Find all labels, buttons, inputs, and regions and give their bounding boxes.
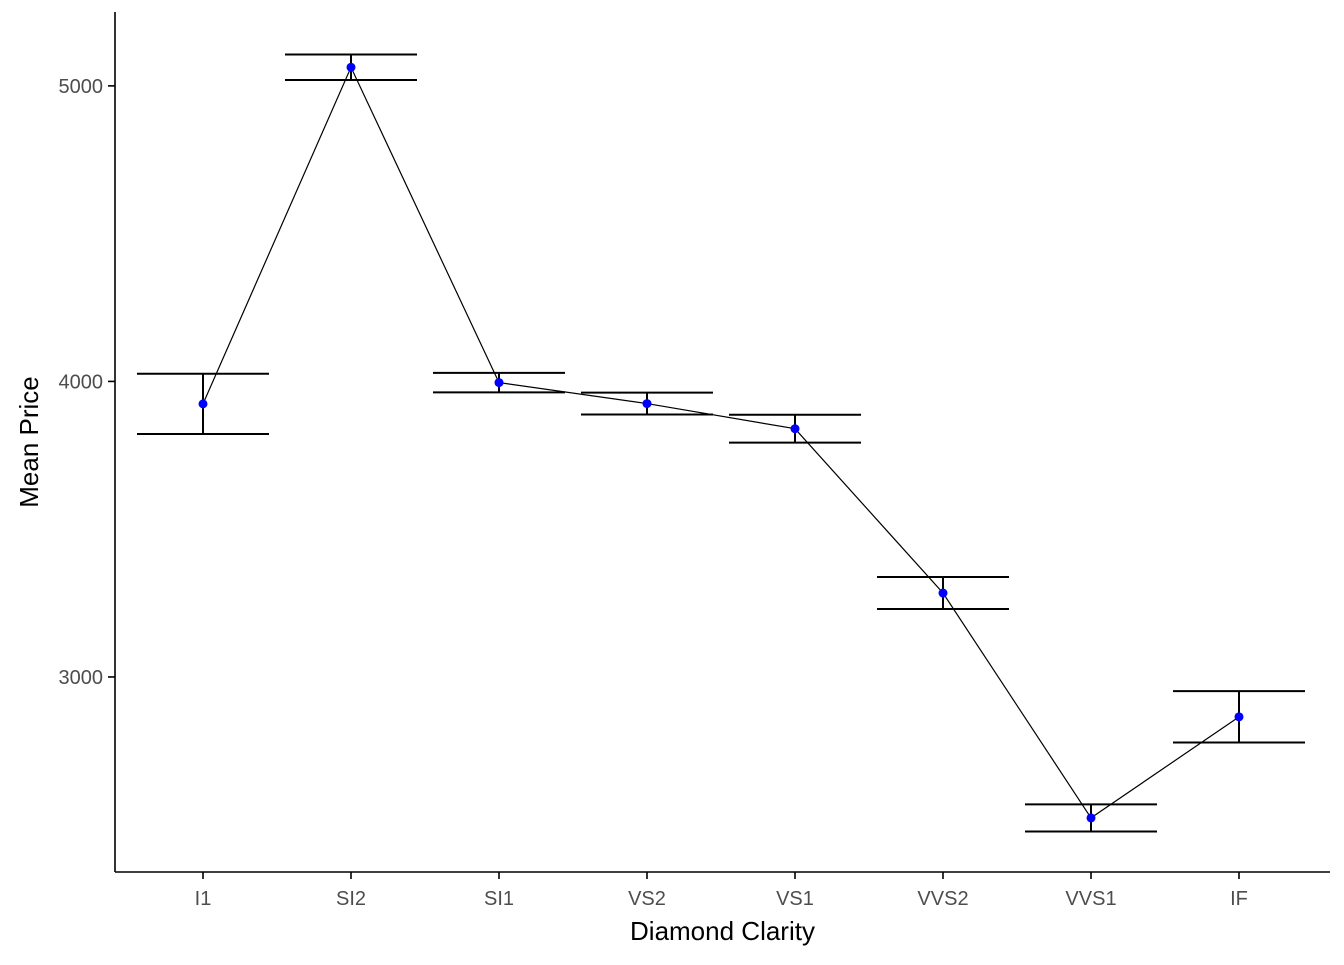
data-point (1234, 712, 1244, 722)
y-axis-ticks: 3000 4000 5000 (59, 76, 115, 689)
x-tick-label: IF (1230, 888, 1248, 910)
x-tick-label: SI2 (336, 888, 366, 910)
data-point (790, 424, 800, 434)
error-bars (137, 53, 1305, 833)
x-tick-label: VS2 (628, 888, 666, 910)
y-tick-label: 4000 (59, 371, 104, 393)
data-point (346, 62, 356, 72)
x-tick-label: I1 (195, 888, 212, 910)
data-point (1086, 813, 1096, 823)
axes (114, 12, 1330, 873)
x-tick-label: VVS2 (917, 888, 968, 910)
data-point (642, 399, 652, 409)
x-tick-label: VVS1 (1065, 888, 1116, 910)
data-points (198, 62, 1244, 823)
y-axis-title: Mean Price (14, 376, 44, 508)
trend-line-group (202, 65, 1240, 819)
y-tick-label: 5000 (59, 76, 104, 98)
data-point (494, 378, 504, 388)
x-tick-label: VS1 (776, 888, 814, 910)
y-tick-label: 3000 (59, 667, 104, 689)
data-point (938, 588, 948, 598)
x-axis-ticks: I1 SI2 SI1 VS2 VS1 VVS2 VVS1 IF (195, 872, 1248, 910)
data-point (198, 399, 208, 409)
x-tick-label: SI1 (484, 888, 514, 910)
x-axis-title: Diamond Clarity (630, 916, 815, 946)
series-line (202, 65, 1240, 819)
